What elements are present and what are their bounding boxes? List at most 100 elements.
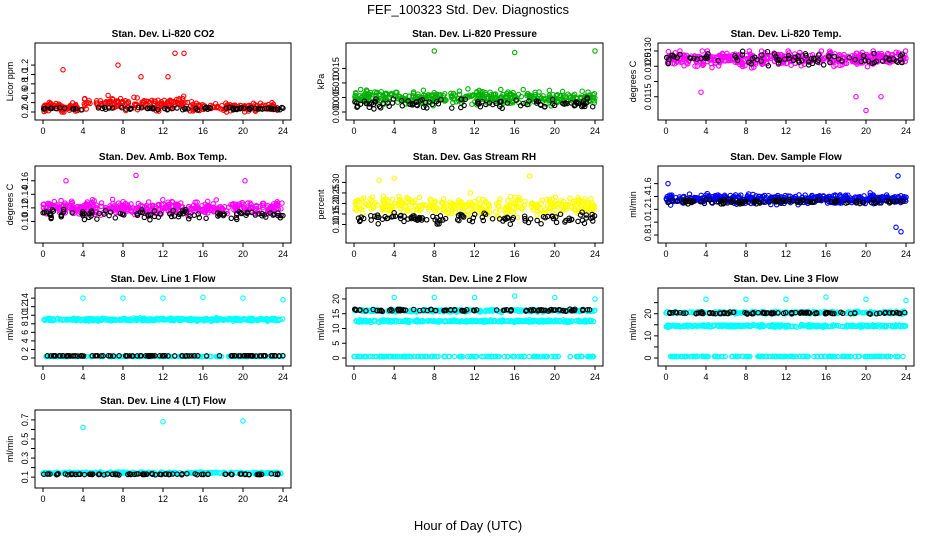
x-tick-label: 12 (158, 249, 168, 259)
data-point (369, 194, 376, 200)
data-point (161, 105, 168, 112)
data-point (62, 200, 68, 206)
data-point (698, 192, 704, 199)
x-tick-label: 16 (510, 249, 520, 259)
data-point (201, 209, 207, 215)
data-point (795, 53, 801, 59)
data-point (160, 205, 167, 211)
data-point (143, 204, 149, 211)
data-point (438, 199, 445, 206)
data-point (149, 97, 155, 104)
data-point (861, 53, 867, 59)
data-point (57, 206, 63, 212)
data-point (553, 92, 559, 99)
data-point (214, 317, 220, 323)
data-point (47, 316, 53, 323)
data-point (389, 196, 396, 202)
data-point (115, 205, 122, 211)
data-point (476, 318, 482, 325)
data-point (552, 307, 558, 313)
data-point (43, 209, 49, 215)
data-point (115, 62, 121, 68)
data-point (431, 48, 438, 54)
panel-title: Stan. Dev. Line 1 Flow (111, 274, 216, 285)
data-point (534, 207, 541, 213)
data-point (108, 98, 115, 105)
data-point (837, 193, 843, 199)
data-point (152, 317, 159, 323)
data-point (459, 307, 466, 314)
data-point (466, 217, 473, 224)
data-point (698, 55, 704, 62)
data-point (579, 217, 586, 224)
data-point (160, 353, 166, 359)
data-point (187, 213, 193, 219)
data-point (236, 208, 242, 215)
data-point (853, 323, 860, 329)
data-point (734, 57, 741, 64)
data-point (893, 224, 899, 231)
data-point (82, 95, 88, 102)
data-point (203, 316, 209, 323)
y-tick-label: 0.16 (20, 172, 30, 190)
data-point (545, 308, 552, 314)
data-point (184, 353, 190, 359)
data-point (242, 178, 248, 184)
data-point (827, 323, 834, 330)
data-point (521, 213, 528, 219)
data-point (815, 57, 822, 63)
data-point (666, 192, 673, 199)
data-point (506, 92, 512, 98)
data-point (112, 215, 119, 221)
data-point (235, 201, 242, 207)
data-point (732, 52, 738, 59)
y-tick-label: 14 (20, 293, 30, 303)
data-point (470, 92, 476, 98)
data-point (480, 207, 486, 214)
data-point (477, 93, 484, 100)
data-point (895, 173, 901, 179)
data-point (242, 317, 249, 323)
data-point (751, 54, 758, 60)
data-point (557, 319, 563, 325)
data-point (753, 201, 760, 207)
data-point (786, 50, 792, 56)
data-point (379, 353, 385, 360)
data-point (746, 59, 752, 66)
x-tick-label: 20 (238, 249, 248, 259)
data-point (47, 211, 53, 218)
data-point (833, 62, 839, 68)
data-point (583, 215, 589, 221)
data-point (739, 48, 746, 55)
data-point (560, 308, 567, 314)
data-point (392, 213, 399, 219)
data-point (110, 353, 117, 359)
data-point (467, 190, 474, 196)
data-point (231, 207, 237, 213)
data-point (378, 89, 385, 95)
data-point (74, 316, 80, 323)
data-point (570, 307, 576, 313)
data-point (875, 53, 881, 60)
data-point (683, 60, 690, 66)
data-point (359, 319, 366, 325)
data-point (261, 212, 268, 218)
y-axis-label: degrees C (5, 183, 15, 225)
data-point (195, 353, 201, 359)
data-point (145, 199, 152, 205)
data-point (247, 200, 253, 206)
data-point (186, 204, 192, 210)
data-point (119, 104, 125, 111)
data-point (400, 353, 407, 360)
data-point (501, 353, 508, 360)
data-point (456, 88, 463, 94)
data-point (109, 196, 116, 203)
data-point (110, 204, 116, 210)
data-point (264, 315, 270, 322)
data-point (89, 199, 95, 206)
data-point (739, 52, 746, 58)
y-tick-label: 0.6 (20, 87, 30, 100)
data-point (187, 317, 193, 323)
data-point (542, 353, 548, 360)
